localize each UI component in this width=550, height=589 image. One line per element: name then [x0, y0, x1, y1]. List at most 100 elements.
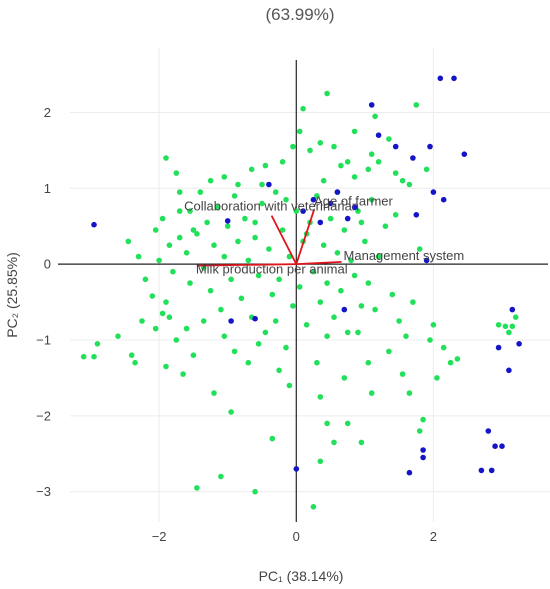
data-point-blue: [499, 443, 505, 450]
y-tick-label: 2: [44, 105, 51, 120]
data-point-blue: [310, 196, 317, 203]
data-point-green: [221, 333, 228, 340]
data-point-green: [392, 212, 399, 218]
data-point-blue: [461, 151, 468, 157]
data-point-green: [259, 181, 265, 188]
data-point-green: [269, 435, 276, 442]
data-point-green: [392, 170, 399, 176]
data-point-green: [410, 299, 416, 305]
data-point-green: [362, 238, 368, 245]
data-point-green: [259, 200, 265, 207]
data-point-green: [399, 371, 406, 377]
y-tick-label: −3: [36, 484, 51, 499]
data-point-green: [204, 219, 210, 226]
data-point-green: [214, 204, 221, 211]
data-point-green: [290, 303, 296, 309]
data-point-blue: [351, 204, 358, 211]
data-point-green: [170, 268, 176, 275]
data-point-green: [386, 136, 392, 142]
data-point-green: [434, 375, 440, 381]
data-point-green: [200, 265, 207, 271]
data-point-green: [231, 348, 238, 355]
data-point-green: [248, 166, 255, 173]
data-point-green: [231, 193, 238, 199]
data-point-green: [283, 196, 289, 203]
data-point-green: [365, 280, 372, 286]
data-point-green: [211, 242, 217, 248]
data-point-green: [190, 352, 197, 359]
data-point-blue: [413, 212, 420, 218]
data-point-green: [187, 208, 193, 214]
data-point-green: [320, 242, 327, 248]
data-point-green: [324, 90, 330, 97]
data-point-green: [290, 143, 296, 150]
data-point-green: [283, 344, 289, 351]
data-point-green: [368, 151, 375, 157]
data-point-green: [310, 268, 317, 275]
data-point-blue: [488, 467, 495, 474]
data-point-green: [406, 390, 413, 396]
data-point-green: [440, 344, 447, 351]
data-point-blue: [495, 344, 502, 351]
grid-lines: [70, 48, 550, 522]
data-point-green: [341, 375, 348, 381]
data-point-green: [341, 227, 348, 233]
data-point-blue: [228, 318, 234, 324]
data-point-green: [324, 333, 330, 340]
data-point-green: [512, 314, 519, 321]
data-point-green: [190, 227, 197, 233]
data-point-green: [293, 208, 300, 214]
data-point-green: [375, 253, 382, 260]
data-point-green: [183, 325, 190, 332]
data-point-green: [194, 485, 200, 491]
data-point-green: [389, 291, 396, 298]
data-point-blue: [392, 143, 399, 150]
data-point-green: [314, 193, 320, 199]
loading-label: Age of farmer: [314, 194, 393, 209]
data-point-blue: [341, 306, 348, 313]
data-point-green: [176, 208, 183, 214]
data-point-green: [159, 215, 166, 222]
data-point-green: [266, 246, 272, 252]
data-point-green: [368, 390, 375, 396]
data-point-green: [427, 337, 433, 343]
data-point-green: [221, 174, 228, 180]
data-point-blue: [485, 428, 492, 434]
data-point-green: [286, 382, 293, 389]
loading-label: Milk production per animal: [196, 262, 348, 277]
data-point-green: [314, 359, 320, 366]
data-point-green: [320, 177, 327, 184]
data-point-green: [495, 322, 502, 328]
data-point-green: [152, 227, 159, 233]
data-point-green: [365, 359, 372, 366]
data-point-green: [351, 174, 358, 180]
data-point-green: [91, 353, 97, 360]
data-point-green: [307, 147, 313, 154]
data-point-blue: [420, 447, 426, 453]
loading-vector: [270, 215, 298, 265]
data-point-green: [242, 215, 248, 222]
data-point-green: [132, 359, 138, 366]
data-point-green: [135, 253, 142, 260]
data-point-green: [115, 333, 121, 340]
data-point-green: [368, 196, 375, 203]
data-point-green: [218, 306, 224, 313]
data-point-blue: [430, 189, 437, 195]
data-point-green: [396, 318, 402, 324]
data-point-blue: [423, 257, 430, 264]
data-point-blue: [420, 454, 426, 461]
data-point-blue: [437, 75, 444, 82]
data-point-green: [502, 323, 509, 330]
data-point-green: [159, 310, 166, 317]
data-point-blue: [509, 306, 516, 313]
data-point-green: [211, 390, 217, 396]
data-point-green: [142, 276, 149, 283]
data-point-green: [355, 208, 361, 214]
data-point-green: [365, 166, 372, 173]
data-point-green: [252, 488, 258, 495]
data-point-green: [224, 223, 231, 229]
data-point-green: [128, 352, 135, 359]
data-point-green: [372, 113, 378, 120]
data-point-blue: [224, 218, 231, 224]
data-point-green: [296, 128, 303, 135]
